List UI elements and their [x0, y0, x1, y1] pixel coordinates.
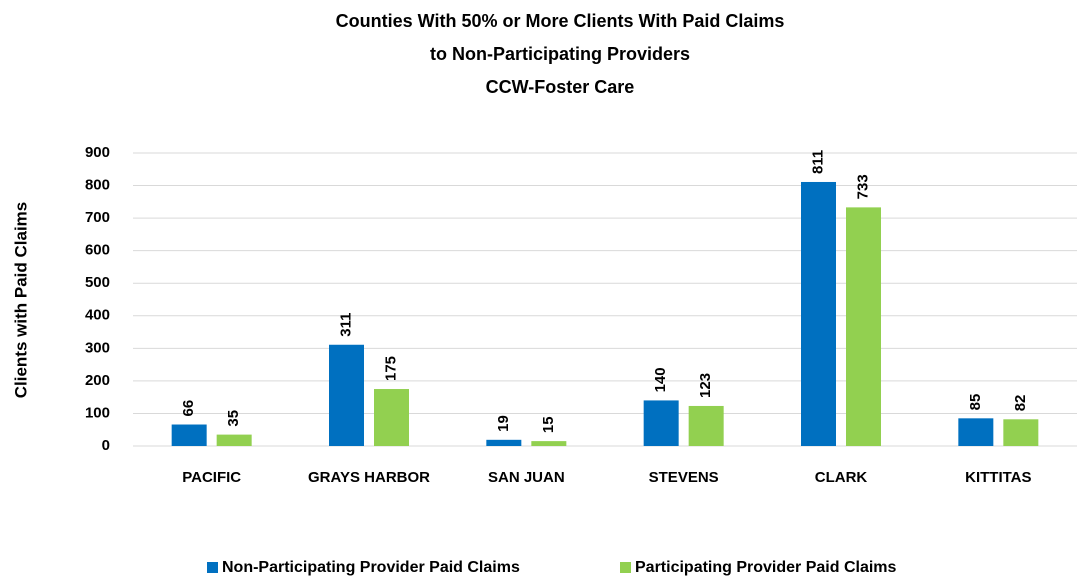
bar — [374, 389, 409, 446]
data-label: 82 — [1012, 395, 1029, 412]
bar — [958, 418, 994, 446]
legend-swatch — [620, 562, 631, 573]
data-label: 15 — [540, 416, 557, 433]
x-tick-label: CLARK — [815, 469, 868, 486]
y-tick-label: 300 — [85, 339, 110, 356]
data-label: 19 — [495, 415, 512, 432]
bar — [531, 441, 567, 446]
bar — [846, 207, 881, 446]
chart-title: CCW-Foster Care — [486, 77, 635, 97]
legend-label: Participating Provider Paid Claims — [635, 559, 897, 576]
bar — [486, 439, 522, 446]
x-tick-label: GRAYS HARBOR — [308, 469, 430, 486]
y-tick-label: 200 — [85, 372, 110, 389]
bar — [643, 400, 679, 446]
data-label: 811 — [809, 150, 826, 174]
chart-title: Counties With 50% or More Clients With P… — [336, 11, 785, 31]
bar — [329, 344, 364, 446]
bar — [216, 434, 252, 446]
chart-title: to Non-Participating Providers — [430, 44, 690, 64]
bar — [1003, 419, 1039, 446]
bar — [801, 181, 836, 447]
y-axis-label: Clients with Paid Claims — [11, 202, 30, 399]
data-label: 123 — [697, 373, 714, 398]
x-tick-label: STEVENS — [649, 469, 719, 486]
y-tick-label: 900 — [85, 144, 110, 161]
data-label: 85 — [967, 394, 984, 411]
x-tick-label: KITTITAS — [965, 469, 1031, 486]
data-label: 175 — [382, 356, 399, 381]
y-tick-label: 100 — [85, 404, 110, 421]
y-tick-label: 500 — [85, 274, 110, 291]
legend-label: Non-Participating Provider Paid Claims — [222, 559, 520, 576]
data-label: 311 — [337, 313, 354, 337]
y-tick-label: 0 — [102, 437, 110, 454]
data-label: 66 — [180, 400, 197, 417]
x-tick-label: PACIFIC — [182, 469, 241, 486]
x-tick-label: SAN JUAN — [488, 469, 565, 486]
bar — [688, 405, 724, 446]
legend-swatch — [207, 562, 218, 573]
y-tick-label: 800 — [85, 177, 110, 194]
data-label: 733 — [854, 174, 871, 199]
bar — [171, 424, 207, 446]
data-label: 140 — [652, 367, 669, 392]
y-tick-label: 400 — [85, 307, 110, 324]
y-tick-label: 600 — [85, 242, 110, 259]
data-label: 35 — [225, 410, 242, 427]
y-tick-label: 700 — [85, 209, 110, 226]
